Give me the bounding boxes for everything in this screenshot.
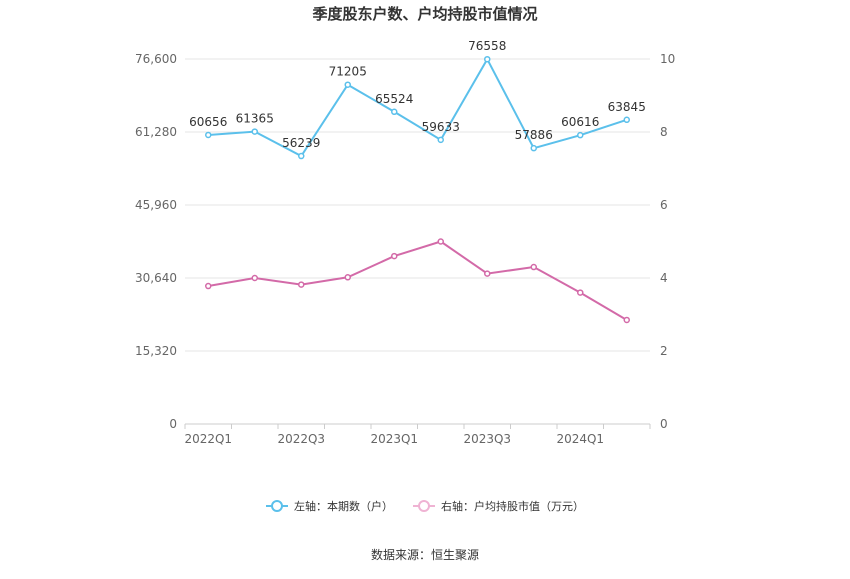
legend-item-2[interactable]: 右轴：户均持股市值（万元） <box>413 499 584 513</box>
data-point[interactable] <box>484 270 491 277</box>
data-point[interactable] <box>437 136 444 144</box>
x-tick-label: 2023Q3 <box>463 432 511 446</box>
left-y-tick-label: 76,600 <box>135 52 177 66</box>
right-y-axis: 0 2 4 6 8 10 <box>660 52 675 431</box>
data-label: 60656 <box>189 115 227 129</box>
data-label: 60616 <box>561 115 599 129</box>
x-tick-label: 2022Q3 <box>277 432 325 446</box>
left-y-tick-label: 61,280 <box>135 125 177 139</box>
series-line-1 <box>208 57 628 158</box>
data-point[interactable] <box>623 316 630 324</box>
data-point[interactable] <box>298 152 305 160</box>
data-point[interactable] <box>530 263 537 271</box>
data-label: 61365 <box>236 112 274 126</box>
data-point[interactable] <box>251 274 258 282</box>
legend-marker-circle <box>418 500 430 512</box>
right-y-tick-label: 4 <box>660 271 668 285</box>
data-point[interactable] <box>251 128 258 135</box>
legend-item-1[interactable]: 左轴：本期数（户） <box>266 499 393 513</box>
chart-title: 季度股东户数、户均持股市值情况 <box>312 5 537 23</box>
left-y-tick-label: 30,640 <box>135 271 177 285</box>
grid-lines <box>185 58 650 425</box>
data-point[interactable] <box>530 144 537 152</box>
x-tick-label: 2022Q1 <box>184 432 232 446</box>
data-label: 76558 <box>468 39 506 53</box>
legend: 左轴：本期数（户） 右轴：户均持股市值（万元） <box>266 499 584 513</box>
legend-label: 左轴：本期数（户） <box>294 499 393 513</box>
data-label: 65524 <box>375 92 413 106</box>
data-label: 63845 <box>608 100 646 114</box>
data-point[interactable] <box>484 55 491 63</box>
right-y-tick-label: 10 <box>660 52 675 66</box>
left-y-tick-label: 15,320 <box>135 344 177 358</box>
x-tick-label: 2024Q1 <box>556 432 604 446</box>
right-y-tick-label: 2 <box>660 344 668 358</box>
data-point[interactable] <box>298 281 305 288</box>
x-tick-label: 2023Q1 <box>370 432 418 446</box>
data-label: 59633 <box>422 120 460 134</box>
series-line-2 <box>208 240 628 321</box>
right-y-tick-label: 0 <box>660 417 668 431</box>
data-point[interactable] <box>391 252 398 260</box>
data-point[interactable] <box>205 282 212 290</box>
left-y-tick-label: 0 <box>169 417 177 431</box>
x-axis: 2022Q1 2022Q3 2023Q1 2023Q3 2024Q1 <box>184 424 651 446</box>
data-point[interactable] <box>391 108 398 116</box>
data-label: 71205 <box>329 65 367 79</box>
data-point[interactable] <box>205 131 212 139</box>
right-y-tick-label: 6 <box>660 198 668 212</box>
data-point[interactable] <box>623 116 630 124</box>
data-source-note: 数据来源：恒生聚源 <box>371 547 479 562</box>
series-layer: 60656 61365 56239 71205 65524 59633 76558 57886… <box>189 39 646 324</box>
data-label: 57886 <box>515 128 553 142</box>
data-point[interactable] <box>344 81 351 88</box>
data-point[interactable] <box>577 131 584 139</box>
data-label: 56239 <box>282 136 320 150</box>
data-point[interactable] <box>437 238 444 245</box>
left-y-axis: 0 15,320 30,640 45,960 61,280 76,600 <box>135 52 177 431</box>
legend-marker-circle <box>271 500 283 512</box>
legend-label: 右轴：户均持股市值（万元） <box>441 499 584 513</box>
data-point[interactable] <box>577 289 584 296</box>
data-point[interactable] <box>344 274 351 281</box>
left-y-tick-label: 45,960 <box>135 198 177 212</box>
right-y-tick-label: 8 <box>660 125 668 139</box>
